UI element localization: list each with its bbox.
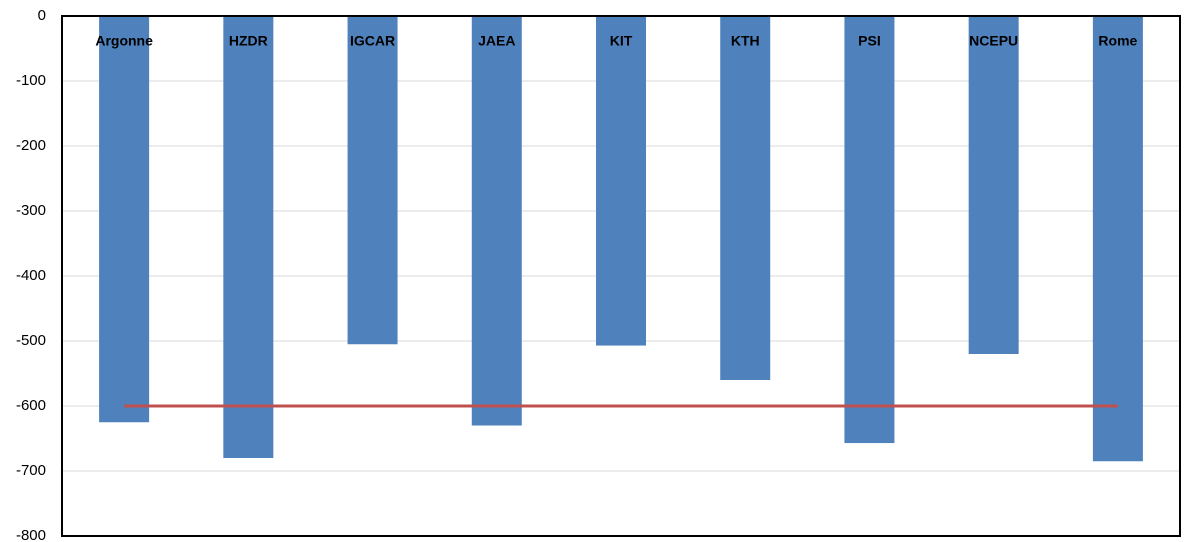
y-tick-label: -800 [16, 527, 46, 542]
bar [223, 16, 274, 458]
y-tick-label: -300 [16, 202, 46, 219]
bar [844, 16, 895, 444]
bar [596, 16, 646, 346]
x-tick-label: HZDR [229, 33, 268, 49]
bar [347, 16, 398, 345]
x-tick-label: Rome [1098, 33, 1137, 49]
x-tick-label: NCEPU [969, 33, 1018, 49]
plot-frame [61, 15, 1181, 537]
bar [1092, 16, 1143, 462]
y-tick-label: -200 [16, 137, 46, 154]
bar [99, 16, 150, 423]
x-tick-label: JAEA [478, 33, 515, 49]
bar [471, 16, 522, 426]
y-tick-label: -500 [16, 332, 46, 349]
y-tick-label: -400 [16, 267, 46, 284]
bar [720, 16, 771, 380]
x-tick-label: IGCAR [350, 33, 395, 49]
y-tick-label: -600 [16, 397, 46, 414]
y-tick-label: -700 [16, 462, 46, 479]
x-tick-label: KIT [610, 33, 633, 49]
y-tick-label: -100 [16, 72, 46, 89]
y-tick-label: 0 [38, 7, 46, 24]
x-tick-label: PSI [858, 33, 881, 49]
bar [968, 16, 1019, 354]
x-tick-label: Argonne [95, 33, 153, 49]
x-tick-label: KTH [731, 33, 760, 49]
